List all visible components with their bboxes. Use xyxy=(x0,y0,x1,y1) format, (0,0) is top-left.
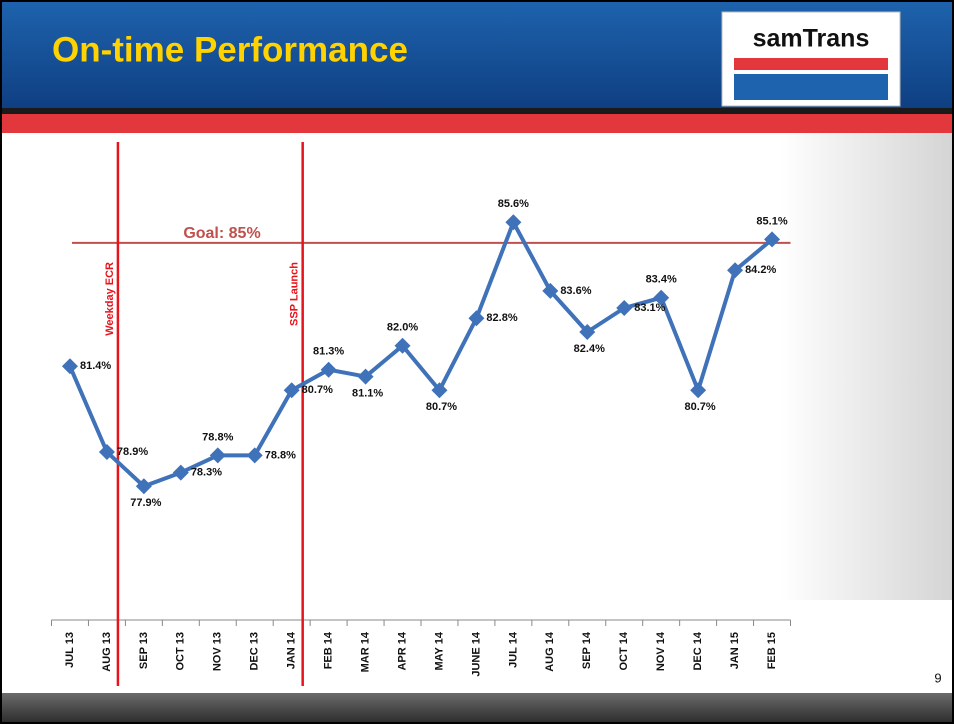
x-tick-label: JUNE 14 xyxy=(470,631,482,677)
x-tick-label: FEB 14 xyxy=(323,631,335,669)
marker xyxy=(579,324,596,340)
plot: JUL 13 AUG 13 SEP 13 OCT 13 NOV 13 DEC 13 JAN … xyxy=(51,142,791,686)
value-label: 82.8% xyxy=(486,312,517,324)
marker xyxy=(727,262,744,279)
slide-title: On-time Performance xyxy=(52,30,408,69)
x-tick-label: OCT 13 xyxy=(175,632,187,671)
x-tick-label: MAY 14 xyxy=(433,631,445,670)
x-tick-label: DEC 13 xyxy=(249,632,261,671)
x-tick-label: NOV 13 xyxy=(212,632,224,671)
value-label: 83.6% xyxy=(560,285,591,297)
x-tick-label: OCT 14 xyxy=(618,631,630,670)
marker xyxy=(505,214,522,231)
value-label: 85.6% xyxy=(498,198,529,210)
marker xyxy=(394,337,411,354)
value-label: 80.7% xyxy=(685,401,716,413)
value-label: 78.3% xyxy=(191,466,222,478)
x-tick-label: AUG 13 xyxy=(101,632,113,672)
marker xyxy=(320,361,337,378)
value-label: 81.4% xyxy=(80,360,111,372)
value-label: 80.7% xyxy=(302,384,333,396)
marker xyxy=(431,382,448,399)
marker xyxy=(283,382,300,399)
x-tick-label: SEP 14 xyxy=(581,631,593,669)
event-label: SSP Launch xyxy=(289,262,301,326)
marker xyxy=(246,447,263,464)
marker xyxy=(468,310,485,327)
value-label: 83.4% xyxy=(646,274,677,286)
logo-blue xyxy=(734,74,888,100)
value-label: 85.1% xyxy=(756,215,787,227)
marker xyxy=(135,478,152,495)
x-tick-label: NOV 14 xyxy=(655,631,667,671)
value-label: 82.0% xyxy=(387,322,418,334)
marker xyxy=(616,300,633,316)
x-tick-label: APR 14 xyxy=(396,631,408,670)
x-tick-label: AUG 14 xyxy=(544,631,556,672)
marker xyxy=(172,464,189,481)
marker xyxy=(690,382,707,399)
marker xyxy=(764,231,781,248)
x-tick-label: JUL 14 xyxy=(507,631,519,668)
value-label: 77.9% xyxy=(130,497,161,509)
value-label: 80.7% xyxy=(426,401,457,413)
red-band xyxy=(0,114,954,133)
value-label: 78.9% xyxy=(117,446,148,458)
marker xyxy=(61,358,78,375)
logo: samTrans xyxy=(721,11,901,107)
value-label: 78.8% xyxy=(202,431,233,443)
marker xyxy=(542,282,559,299)
bus-photo xyxy=(780,130,954,600)
marker xyxy=(98,444,115,460)
value-label: 83.1% xyxy=(634,302,665,314)
goal-label: Goal: 85% xyxy=(183,225,260,242)
page-number: 9 xyxy=(934,670,941,685)
value-label: 78.8% xyxy=(265,449,296,461)
x-tick-label: DEC 14 xyxy=(692,631,704,670)
logo-red xyxy=(734,58,888,70)
value-label: 81.1% xyxy=(352,387,383,399)
x-tick-label: SEP 13 xyxy=(138,632,150,669)
logo-text: samTrans xyxy=(753,25,870,53)
x-tick-label: FEB 15 xyxy=(766,632,778,669)
marker xyxy=(357,368,374,385)
value-label: 84.2% xyxy=(745,264,776,276)
x-tick-label: MAR 14 xyxy=(359,631,371,672)
x-tick-label: JUL 13 xyxy=(64,632,76,668)
marker xyxy=(209,447,226,464)
event-label: Weekday ECR xyxy=(104,262,116,336)
footer xyxy=(0,693,954,724)
value-label: 82.4% xyxy=(574,343,605,355)
marker xyxy=(653,289,670,306)
banner-rule xyxy=(0,108,954,114)
value-label: 81.3% xyxy=(313,346,344,358)
x-tick-label: JAN 14 xyxy=(286,631,298,669)
x-tick-label: JAN 15 xyxy=(729,632,741,669)
